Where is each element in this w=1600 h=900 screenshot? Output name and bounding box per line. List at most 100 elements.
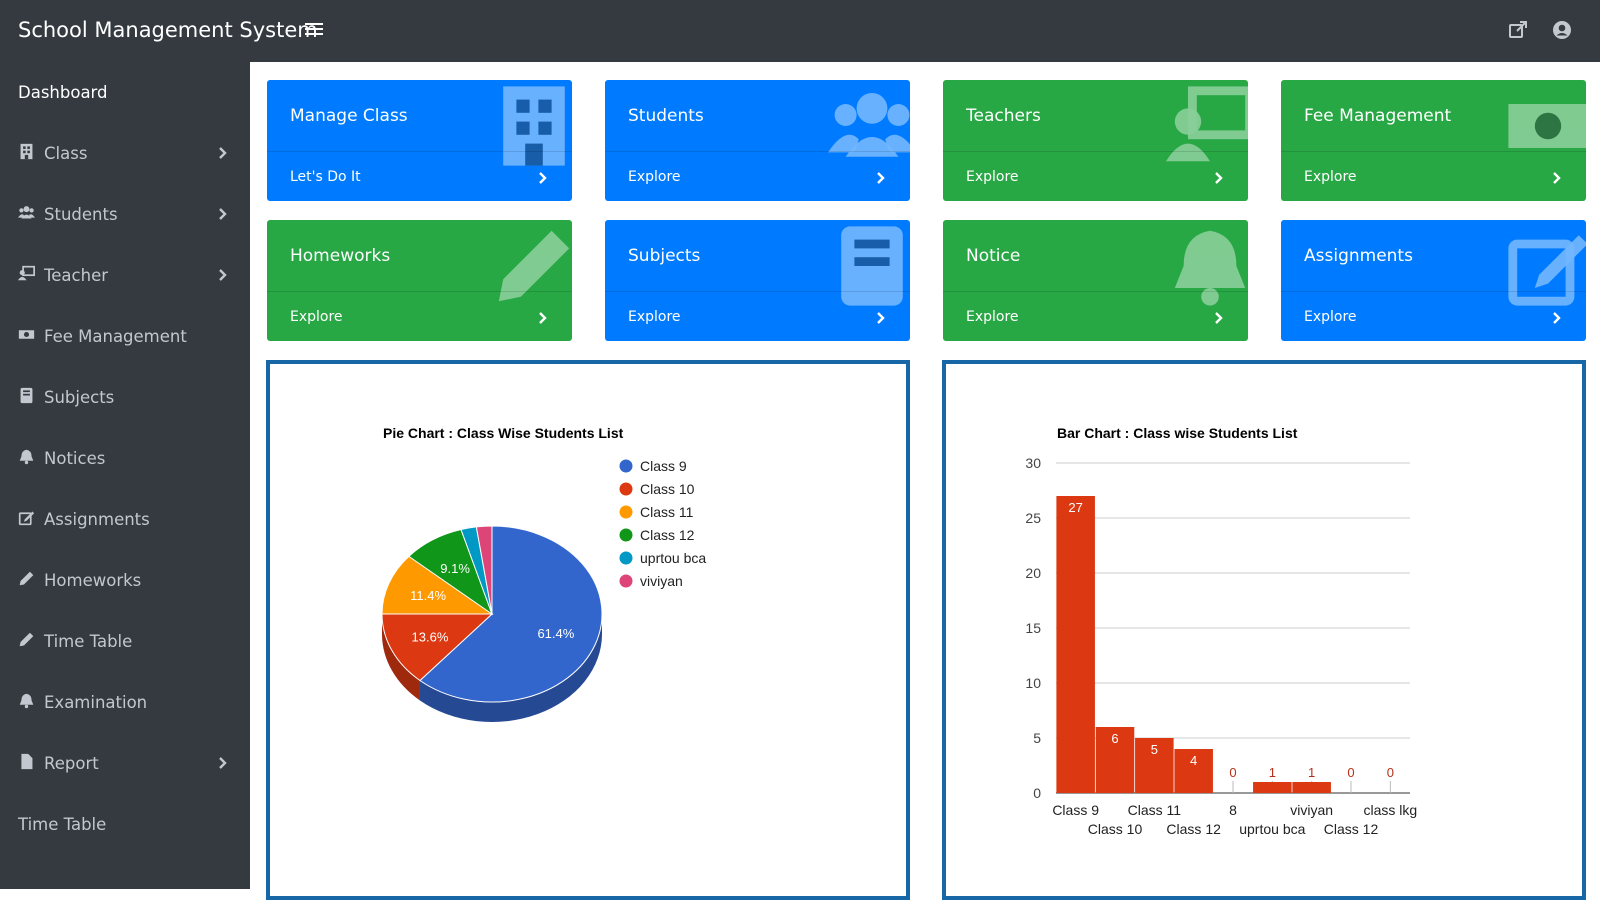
pie-slice[interactable] <box>419 525 603 703</box>
chalkboard-teacher-icon <box>1166 82 1248 175</box>
bar[interactable] <box>1095 727 1135 793</box>
chevron-right-icon <box>218 754 228 773</box>
sidebar-item-subjects[interactable]: Subjects <box>0 372 250 422</box>
y-tick-label: 5 <box>1033 730 1041 746</box>
x-tick-label: Class 12 <box>1166 821 1221 837</box>
card-footer-link[interactable]: Explore <box>1281 151 1586 201</box>
legend-label[interactable]: Class 12 <box>640 527 695 543</box>
legend-marker <box>619 459 633 473</box>
x-tick-label: Class 9 <box>1052 802 1099 818</box>
external-link-icon[interactable] <box>1508 20 1528 45</box>
user-circle-icon[interactable] <box>1552 20 1572 45</box>
y-tick-label: 15 <box>1025 620 1041 636</box>
card-footer-link[interactable]: Explore <box>605 291 910 341</box>
bar[interactable] <box>1253 782 1292 793</box>
chevron-right-icon <box>1552 311 1562 329</box>
sidebar-item-label: Fee Management <box>44 326 187 346</box>
legend-label[interactable]: Class 11 <box>640 504 694 520</box>
bar-data-label: 5 <box>1151 742 1158 757</box>
x-tick-label: Class 12 <box>1324 821 1379 837</box>
money-bill-icon <box>1504 82 1586 175</box>
card-title: Teachers <box>966 106 1041 126</box>
sidebar-item-dashboard[interactable]: Dashboard <box>0 67 250 117</box>
bar-data-label: 4 <box>1190 753 1197 768</box>
sidebar-item-label: Notices <box>44 448 106 468</box>
card-notice[interactable]: Notice Explore <box>943 220 1248 341</box>
card-footer-label: Explore <box>628 169 681 185</box>
building-icon <box>18 143 40 164</box>
sidebar-item-time-table[interactable]: Time Table <box>0 616 250 666</box>
card-footer-link[interactable]: Explore <box>605 151 910 201</box>
sidebar-item-students[interactable]: Students <box>0 189 250 239</box>
sidebar-item-teacher[interactable]: Teacher <box>0 250 250 300</box>
legend-label[interactable]: Class 9 <box>640 458 687 474</box>
y-tick-label: 20 <box>1025 565 1041 581</box>
bar-data-label: 0 <box>1347 765 1354 780</box>
sidebar-item-label: Examination <box>44 692 148 712</box>
card-title: Fee Management <box>1304 106 1452 126</box>
card-title: Manage Class <box>290 106 408 126</box>
book-icon <box>18 387 40 408</box>
legend-label[interactable]: uprtou bca <box>640 550 706 566</box>
sidebar-item-examination[interactable]: Examination <box>0 677 250 727</box>
card-assignments[interactable]: Assignments Explore <box>1281 220 1586 341</box>
x-tick-label: viviyan <box>1290 802 1333 818</box>
sidebar: Dashboard Class Students Teacher Fee Managem… <box>0 62 250 889</box>
card-homeworks[interactable]: Homeworks Explore <box>267 220 572 341</box>
bar[interactable] <box>1056 496 1095 793</box>
chevron-right-icon <box>538 171 548 189</box>
bar[interactable] <box>1174 749 1213 793</box>
sidebar-item-homeworks[interactable]: Homeworks <box>0 555 250 605</box>
bar-chart-title: Bar Chart : Class wise Students List <box>1057 425 1298 441</box>
card-teachers[interactable]: Teachers Explore <box>943 80 1248 201</box>
pie-data-label: 11.4% <box>410 588 446 603</box>
sidebar-item-label: Homeworks <box>44 570 142 590</box>
x-tick-label: Class 11 <box>1128 802 1182 818</box>
pencil-icon <box>18 570 40 591</box>
card-footer-label: Explore <box>966 169 1019 185</box>
card-footer-link[interactable]: Let's Do It <box>267 151 572 201</box>
sidebar-item-time-table[interactable]: Time Table <box>0 799 250 849</box>
sidebar-item-report[interactable]: Report <box>0 738 250 788</box>
bar[interactable] <box>1292 782 1331 793</box>
card-footer-label: Explore <box>1304 309 1357 325</box>
users-icon <box>18 204 40 225</box>
card-subjects[interactable]: Subjects Explore <box>605 220 910 341</box>
card-footer-link[interactable]: Explore <box>943 151 1248 201</box>
pie-slice[interactable] <box>475 525 493 615</box>
chalkboard-teacher-icon <box>18 265 40 286</box>
card-footer-link[interactable]: Explore <box>1281 291 1586 341</box>
file-icon <box>18 753 40 774</box>
pie-data-label: 61.4% <box>537 626 574 641</box>
card-footer-link[interactable]: Explore <box>943 291 1248 341</box>
card-footer-link[interactable]: Explore <box>267 291 572 341</box>
sidebar-item-label: Subjects <box>44 387 115 407</box>
app-title[interactable]: School Management System <box>18 18 318 42</box>
legend-label[interactable]: viviyan <box>640 573 683 589</box>
menu-toggle-icon[interactable] <box>305 20 323 38</box>
pencil-icon <box>18 631 40 652</box>
bell-icon <box>1166 222 1248 315</box>
pie-slice-side <box>382 614 420 701</box>
bar-data-label: 6 <box>1111 731 1118 746</box>
bar-data-label: 1 <box>1269 765 1276 780</box>
card-manage-class[interactable]: Manage Class Let's Do It <box>267 80 572 201</box>
card-students[interactable]: Students Explore <box>605 80 910 201</box>
pie-data-label: 13.6% <box>412 630 449 645</box>
chevron-right-icon <box>1552 171 1562 189</box>
card-title: Assignments <box>1304 246 1413 266</box>
sidebar-item-notices[interactable]: Notices <box>0 433 250 483</box>
sidebar-item-fee-management[interactable]: Fee Management <box>0 311 250 361</box>
sidebar-item-label: Time Table <box>44 631 133 651</box>
pie-slice[interactable] <box>381 555 494 615</box>
legend-label[interactable]: Class 10 <box>640 481 695 497</box>
sidebar-item-label: Time Table <box>18 814 107 834</box>
sidebar-item-class[interactable]: Class <box>0 128 250 178</box>
sidebar-item-assignments[interactable]: Assignments <box>0 494 250 544</box>
pie-slice[interactable] <box>381 613 494 682</box>
legend-marker <box>619 528 633 542</box>
card-fee-management[interactable]: Fee Management Explore <box>1281 80 1586 201</box>
card-title: Students <box>628 106 704 126</box>
bar[interactable] <box>1135 738 1174 793</box>
card-footer-label: Explore <box>966 309 1019 325</box>
